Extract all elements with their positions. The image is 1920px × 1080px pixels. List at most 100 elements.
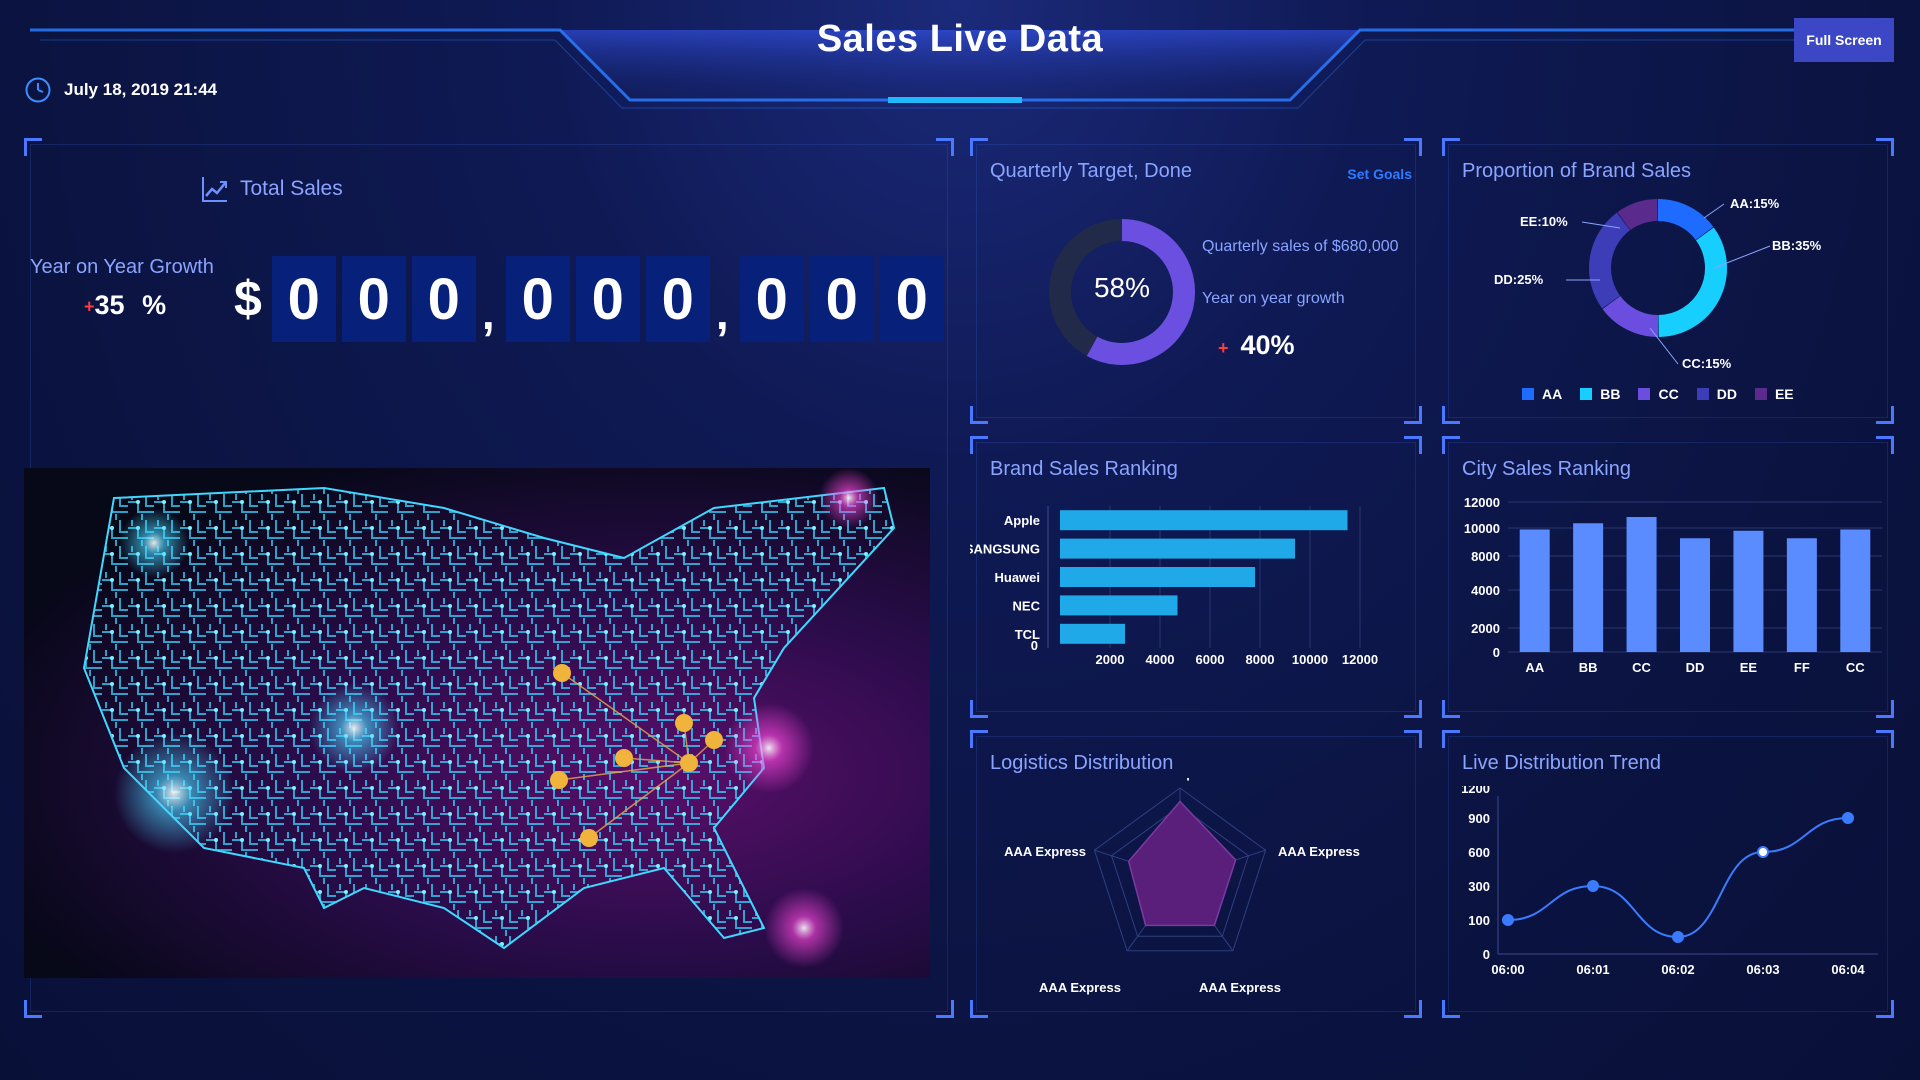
pie-slice-aa xyxy=(1657,199,1714,241)
radar-axis-label: AAA Express xyxy=(1278,844,1360,859)
x-tick-label: 12000 xyxy=(1342,652,1378,667)
slice-label-ee: EE:10% xyxy=(1520,214,1568,229)
y-tick-label: 2000 xyxy=(1471,621,1500,636)
city-ranking-panel: City Sales Ranking 0 2000 4000 8000 10000 120… xyxy=(1442,436,1894,718)
y-tick-label: 4000 xyxy=(1471,583,1500,598)
legend-item-dd: DD xyxy=(1696,386,1737,402)
yoy-growth-label: Year on Year Growth xyxy=(30,256,214,278)
legend-item-cc: CC xyxy=(1638,386,1679,402)
x-tick-label: 6000 xyxy=(1196,652,1225,667)
brand-proportion-panel: Proportion of Brand Sales AA:15% BB:35% CC… xyxy=(1442,138,1894,424)
bar xyxy=(1060,538,1295,559)
category-label: BB xyxy=(1579,660,1598,675)
y-tick-label: 1200 xyxy=(1461,786,1490,796)
trend-point xyxy=(1842,812,1854,824)
x-tick-label: 8000 xyxy=(1246,652,1275,667)
bar xyxy=(1680,538,1710,652)
y-tick-label: 0 xyxy=(1493,645,1500,660)
digit-box: 0 xyxy=(341,256,406,342)
x-tick-label: 06:04 xyxy=(1831,962,1865,977)
city-ranking-chart: 0 2000 4000 8000 10000 12000 AA BB CC DD EE FF CC xyxy=(1464,495,1882,675)
radar-ring xyxy=(1093,787,1267,952)
category-label: Apple xyxy=(1004,513,1040,528)
digit-box: 0 xyxy=(879,256,944,342)
x-tick-label: 06:02 xyxy=(1661,962,1694,977)
quarterly-growth-value: +40% xyxy=(1218,330,1295,361)
bar xyxy=(1060,623,1125,644)
quarterly-donut xyxy=(1049,219,1195,365)
brand-proportion-title: Proportion of Brand Sales xyxy=(1462,160,1692,182)
slice-label-cc: CC:15% xyxy=(1682,356,1732,371)
currency-symbol: $ xyxy=(234,271,262,327)
pie-slice-cc xyxy=(1602,295,1659,337)
quarterly-percent: 58% xyxy=(1093,272,1151,303)
total-sales-header: Total Sales xyxy=(200,174,343,204)
x-tick-label: 2000 xyxy=(1096,652,1125,667)
x-tick-label: 10000 xyxy=(1292,652,1328,667)
bar xyxy=(1573,523,1604,652)
y-tick-label: 10000 xyxy=(1464,521,1500,536)
bar xyxy=(1060,595,1178,616)
slice-label-dd: DD:25% xyxy=(1494,272,1544,287)
category-label: DD xyxy=(1686,660,1705,675)
y-tick-label: 600 xyxy=(1468,845,1490,860)
slice-leader-line xyxy=(1713,245,1771,269)
brand-ranking-title: Brand Sales Ranking xyxy=(990,458,1178,480)
radar-axis-label: AAA Express xyxy=(1039,980,1121,995)
category-label: TCL xyxy=(1015,627,1040,642)
brand-ranking-chart: 2000 4000 6000 8000 10000 12000 0 Apple SANGSUNG… xyxy=(970,506,1378,667)
trend-panel: Live Distribution Trend 0 100 300 600 900 120… xyxy=(1442,730,1894,1018)
logistics-radar-chart: AAA Express AAA Express AAA Express AAA Exp… xyxy=(1004,778,1360,995)
pie-slice-ee xyxy=(1617,199,1659,231)
quarterly-title: Quarterly Target, Done xyxy=(990,160,1192,182)
slice-label-bb: BB:35% xyxy=(1772,238,1822,253)
legend-item-bb: BB xyxy=(1580,386,1620,402)
yoy-growth-text: Year on year growth xyxy=(1202,290,1345,307)
line-chart-icon xyxy=(202,177,227,202)
set-goals-link[interactable]: Set Goals xyxy=(1347,166,1412,182)
radar-ring xyxy=(1110,805,1250,937)
digit-box: 0 xyxy=(575,256,640,342)
radar-axis-label: AAA Express xyxy=(1139,778,1221,781)
y-tick-label: 900 xyxy=(1468,811,1490,826)
bar xyxy=(1786,538,1817,652)
bar xyxy=(1519,529,1550,652)
category-label: EE xyxy=(1740,660,1758,675)
yoy-number: 35 xyxy=(94,290,125,320)
x-tick-label: 06:01 xyxy=(1576,962,1609,977)
fullscreen-button[interactable]: Full Screen xyxy=(1794,18,1894,62)
y-tick-label: 100 xyxy=(1468,913,1490,928)
digit-box: 0 xyxy=(645,256,710,342)
category-label: AA xyxy=(1525,660,1544,675)
category-label: FF xyxy=(1794,660,1810,675)
donut-done-arc xyxy=(1086,219,1195,365)
quarterly-target-panel: Quarterly Target, Done Set Goals 58% Qua… xyxy=(970,138,1422,424)
slice-leader-line xyxy=(1649,327,1679,365)
trend-point xyxy=(1757,846,1769,858)
datetime-display: July 18, 2019 21:44 xyxy=(24,76,217,104)
category-label: CC xyxy=(1846,660,1865,675)
slice-label-aa: AA:15% xyxy=(1730,196,1780,211)
usa-circuit-map xyxy=(82,468,896,968)
bar xyxy=(1733,530,1764,652)
y-tick-label: 8000 xyxy=(1471,549,1500,564)
trend-point xyxy=(1587,880,1599,892)
pie-slice-dd xyxy=(1589,212,1631,309)
datetime-text: July 18, 2019 21:44 xyxy=(64,80,218,99)
trend-point xyxy=(1502,914,1514,926)
bar xyxy=(1626,517,1657,652)
trend-title: Live Distribution Trend xyxy=(1462,752,1661,774)
bar xyxy=(1060,567,1255,587)
y-tick-label: 12000 xyxy=(1464,495,1500,510)
slice-leader-line xyxy=(1703,203,1725,219)
logistics-panel: Logistics Distribution AAA Express AAA Ex… xyxy=(970,730,1422,1018)
digit-box: 0 xyxy=(739,256,804,342)
yoy-plus-sign: + xyxy=(84,296,95,317)
category-label: NEC xyxy=(1013,598,1041,613)
slice-leader-line xyxy=(1581,221,1621,229)
x-tick-label: 0 xyxy=(1031,638,1038,653)
category-label: Huawei xyxy=(994,570,1040,585)
x-tick-label: 06:00 xyxy=(1491,962,1524,977)
radar-axis-label: AAA Express xyxy=(1004,844,1086,859)
brand-ranking-panel: Brand Sales Ranking 2000 4000 6000 8000 1000… xyxy=(970,436,1422,718)
